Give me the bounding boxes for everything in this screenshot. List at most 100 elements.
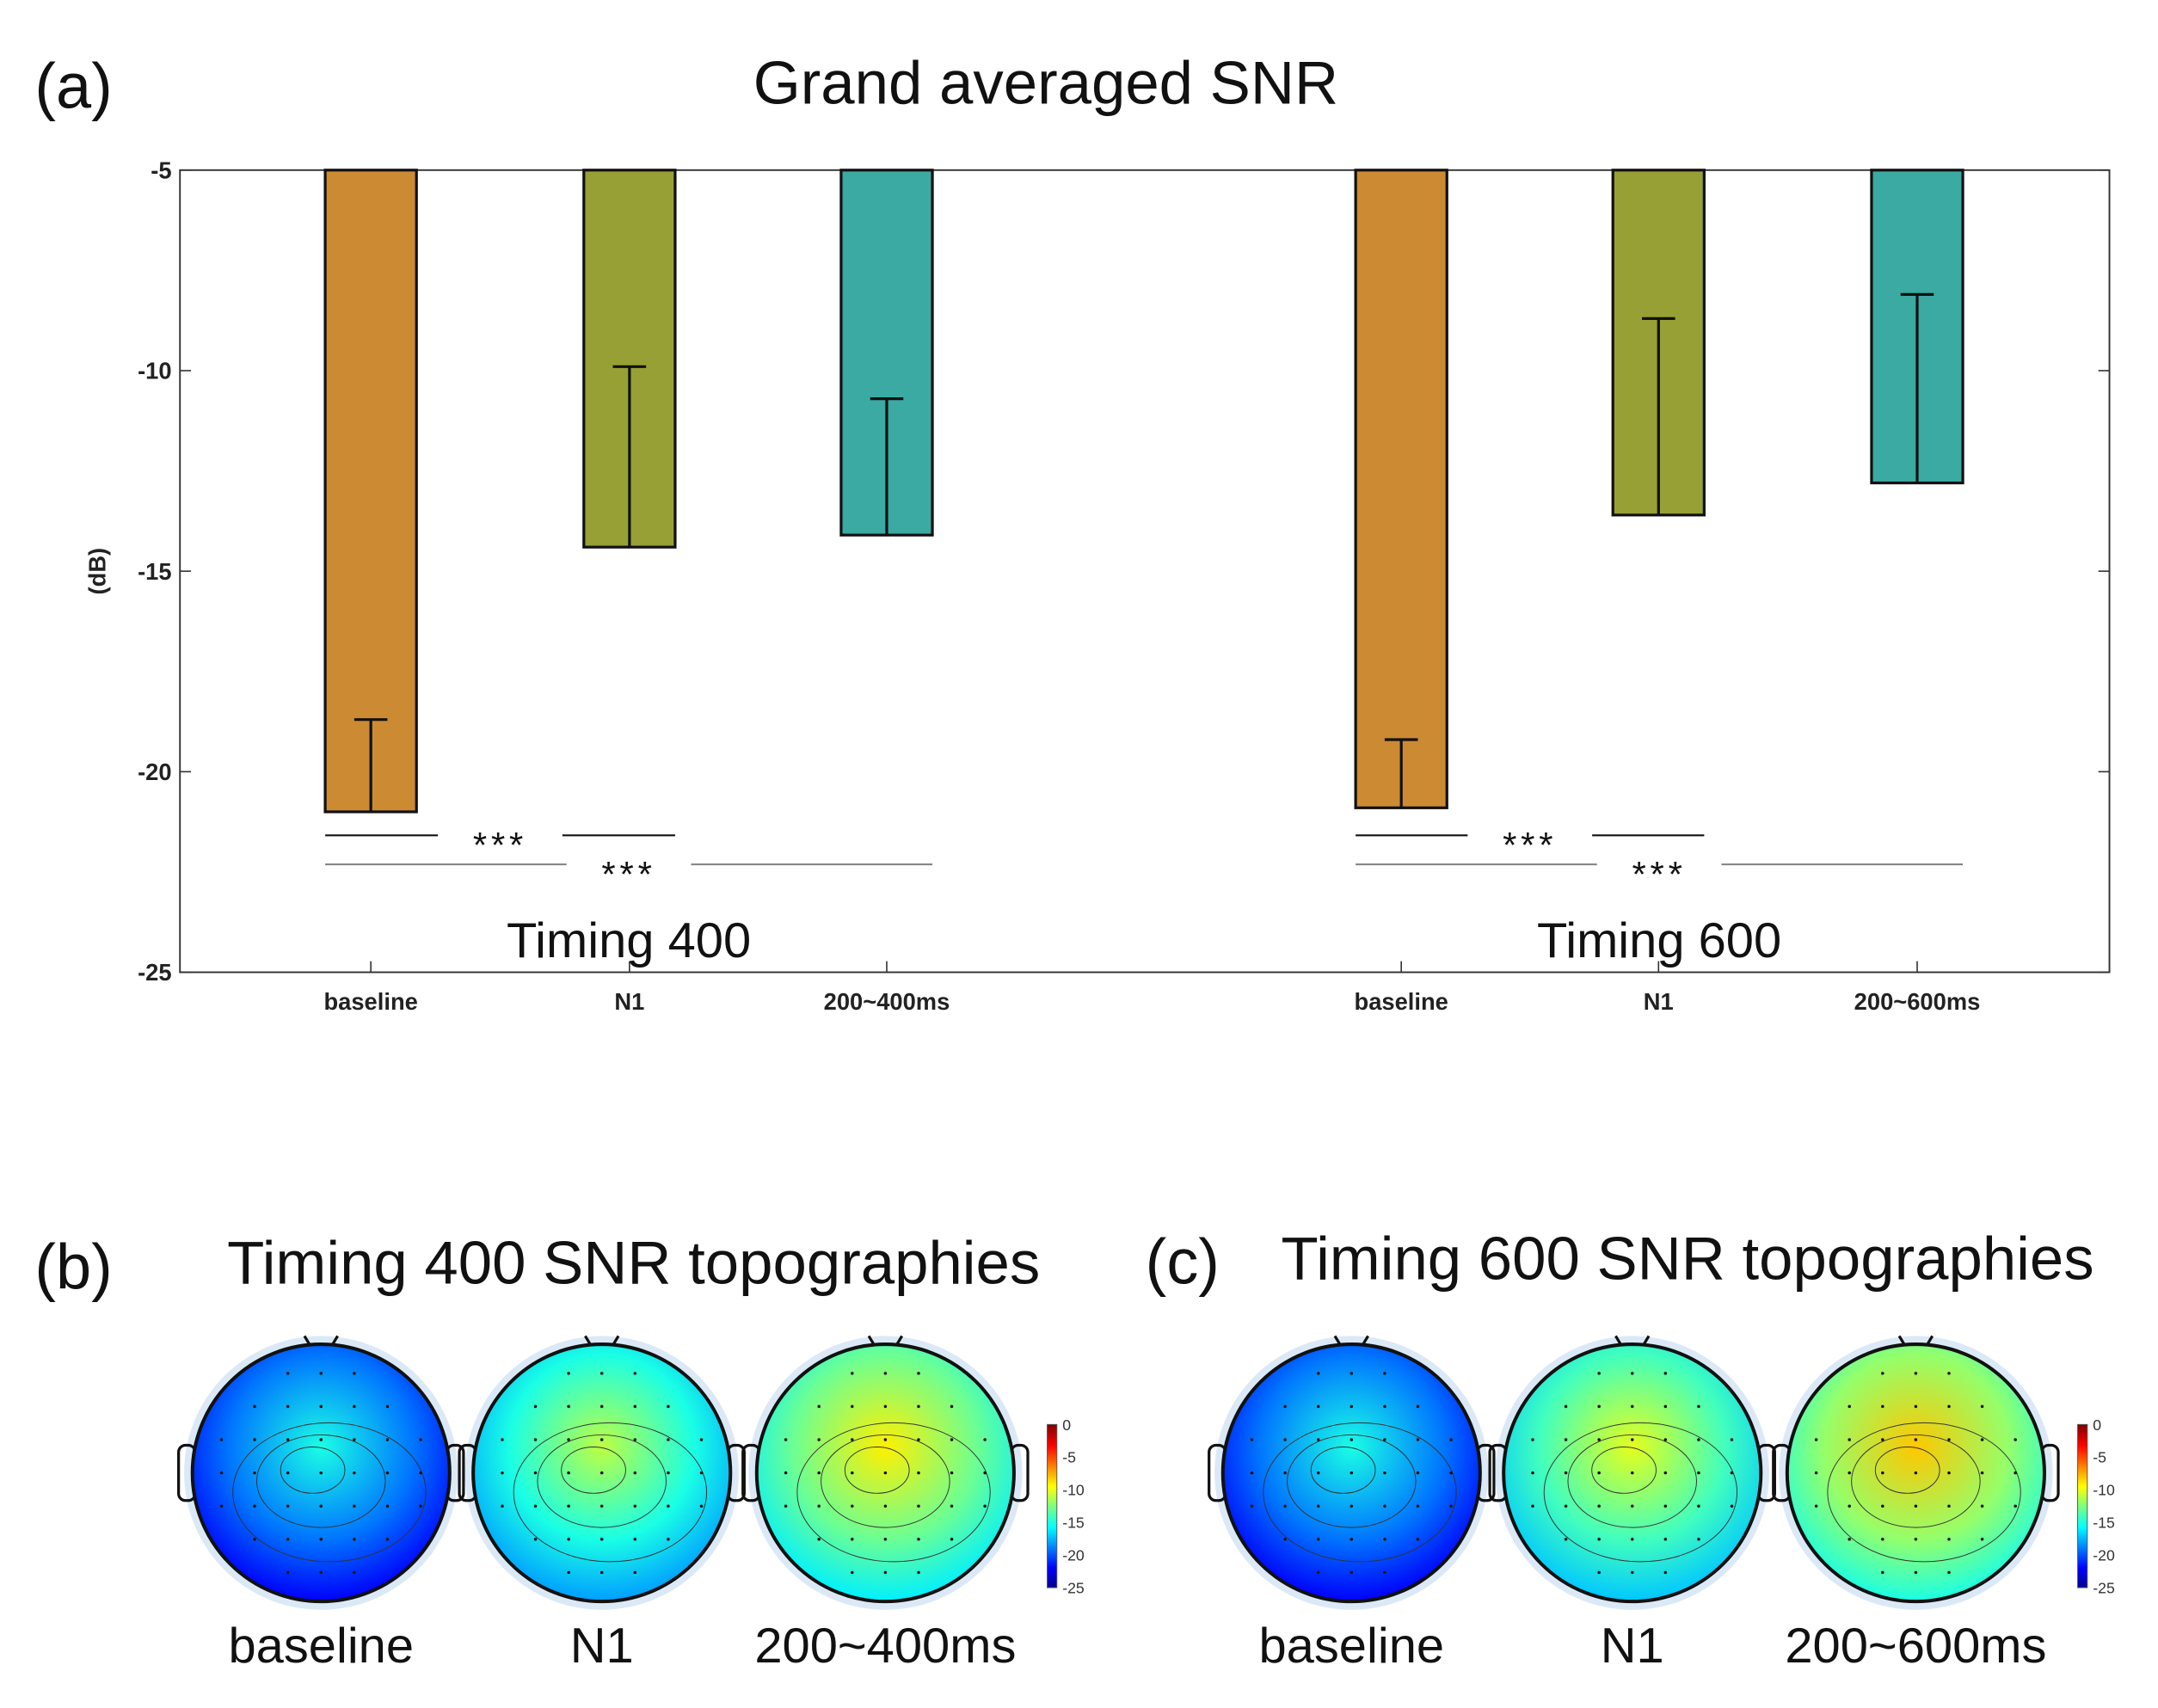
- electrode-dot: [1663, 1372, 1668, 1375]
- electrode-dot: [667, 1404, 670, 1409]
- panel-b-title: Timing 400 SNR topographies: [227, 1228, 1040, 1296]
- electrode-dot: [1350, 1504, 1354, 1508]
- electrode-dot: [1980, 1504, 1984, 1508]
- electrode-dot: [983, 1471, 987, 1475]
- electrode-dot: [1814, 1438, 1818, 1441]
- electrode-dot: [784, 1438, 788, 1441]
- electrode-dot: [1814, 1471, 1818, 1475]
- contour-line: [1287, 1434, 1417, 1528]
- electrode-dot: [1848, 1438, 1851, 1441]
- electrode-dot: [1697, 1438, 1700, 1441]
- electrode-dot: [784, 1471, 788, 1475]
- topo-label: N1: [1601, 1619, 1664, 1674]
- contour-line: [1567, 1434, 1697, 1528]
- electrode-dot: [1663, 1504, 1668, 1508]
- electrode-dot: [1881, 1504, 1884, 1508]
- electrode-dot: [1383, 1438, 1386, 1441]
- electrode-dot: [851, 1570, 854, 1575]
- electrode-dot: [1597, 1504, 1601, 1508]
- electrode-dot: [1564, 1504, 1568, 1508]
- electrode-dot: [1814, 1504, 1818, 1508]
- electrode-dot: [917, 1471, 920, 1475]
- electrode-dot: [950, 1404, 954, 1409]
- electrode-dot: [1630, 1504, 1634, 1508]
- contour-line: [1827, 1422, 2021, 1563]
- electrode-dot: [219, 1471, 224, 1475]
- electrode-dot: [599, 1570, 604, 1575]
- electrode-dot: [1947, 1471, 1951, 1475]
- colorbar-tick-label: 0: [2093, 1416, 2101, 1434]
- topo-label: N1: [570, 1619, 634, 1674]
- electrode-dot: [1697, 1538, 1700, 1541]
- electrode-dot: [667, 1438, 670, 1441]
- electrode-dot: [1350, 1570, 1354, 1575]
- electrode-dot: [2014, 1438, 2017, 1441]
- electrode-dot: [1283, 1471, 1287, 1475]
- electrode-dot: [286, 1504, 290, 1508]
- electrode-dot: [1980, 1438, 1984, 1441]
- electrode-dot: [501, 1471, 504, 1475]
- electrode-dot: [917, 1538, 920, 1541]
- electrode-dot: [1597, 1471, 1601, 1475]
- electrode-dot: [917, 1438, 920, 1441]
- electrode-dot: [1597, 1372, 1601, 1375]
- electrode-dot: [286, 1372, 290, 1375]
- electrode-dot: [1383, 1538, 1386, 1541]
- electrode-dot: [1250, 1471, 1254, 1475]
- electrode-dot: [1848, 1471, 1851, 1475]
- electrode-dot: [1597, 1538, 1601, 1541]
- contour-line: [844, 1447, 910, 1494]
- electrode-dot: [1947, 1538, 1951, 1541]
- electrode-dot: [1449, 1471, 1453, 1475]
- electrode-dot: [1350, 1438, 1354, 1441]
- electrode-dot: [1881, 1471, 1884, 1475]
- electrode-dot: [599, 1372, 604, 1375]
- electrode-dot: [667, 1471, 670, 1475]
- electrode-dot: [633, 1471, 637, 1475]
- electrode-dot: [983, 1504, 987, 1508]
- electrode-dot: [1383, 1504, 1386, 1508]
- colorbar-tick-label: -25: [2093, 1580, 2115, 1597]
- electrode-dot: [1663, 1404, 1668, 1409]
- x-tick-label: baseline: [1354, 988, 1448, 1015]
- electrode-dot: [883, 1538, 888, 1541]
- contour-line: [821, 1434, 950, 1528]
- electrode-dot: [319, 1504, 323, 1508]
- electrode-dot: [1980, 1538, 1984, 1541]
- y-tick-label: -10: [138, 358, 172, 384]
- electrode-dot: [817, 1438, 821, 1441]
- electrode-dot: [1630, 1438, 1634, 1441]
- electrode-dot: [1383, 1372, 1386, 1375]
- electrode-dot: [1663, 1538, 1668, 1541]
- electrode-dot: [319, 1404, 323, 1409]
- electrode-dot: [385, 1504, 390, 1508]
- significance-stars: ***: [601, 854, 655, 894]
- electrode-dot: [699, 1504, 704, 1508]
- colorbar-tick-label: -10: [1062, 1482, 1085, 1499]
- electrode-dot: [1316, 1372, 1320, 1375]
- electrode-dot: [1947, 1372, 1951, 1375]
- electrode-dot: [851, 1438, 854, 1441]
- electrode-dot: [1730, 1471, 1734, 1475]
- electrode-dot: [599, 1504, 604, 1508]
- bar-chart: -5 -10 -15 -20 -25 (dB) baseline N1 200~400ms Tim…: [83, 157, 2111, 1015]
- electrode-dot: [353, 1404, 356, 1409]
- significance-stars: ***: [1632, 854, 1686, 894]
- electrode-dot: [1316, 1404, 1320, 1409]
- electrode-dot: [851, 1372, 854, 1375]
- topographies: baseline N1 200~400ms 0 -5 -10 -15 -20 -25 baseli…: [177, 1335, 2115, 1674]
- colorbar-tick-label: -10: [2093, 1482, 2115, 1499]
- electrode-dot: [501, 1504, 504, 1508]
- colorbar-tick-label: -15: [2093, 1514, 2115, 1532]
- x-tick-label: 200~400ms: [824, 988, 950, 1015]
- electrode-dot: [1416, 1471, 1420, 1475]
- contour-line: [796, 1422, 991, 1563]
- electrode-dot: [950, 1471, 954, 1475]
- electrode-dot: [219, 1438, 224, 1441]
- electrode-dot: [1283, 1538, 1287, 1541]
- electrode-dot: [1316, 1504, 1320, 1508]
- y-tick-label: -25: [138, 959, 172, 986]
- topo-label: 200~600ms: [1785, 1619, 2046, 1674]
- colorbar-tick-label: -5: [1062, 1449, 1076, 1466]
- x-tick-label: N1: [614, 988, 644, 1015]
